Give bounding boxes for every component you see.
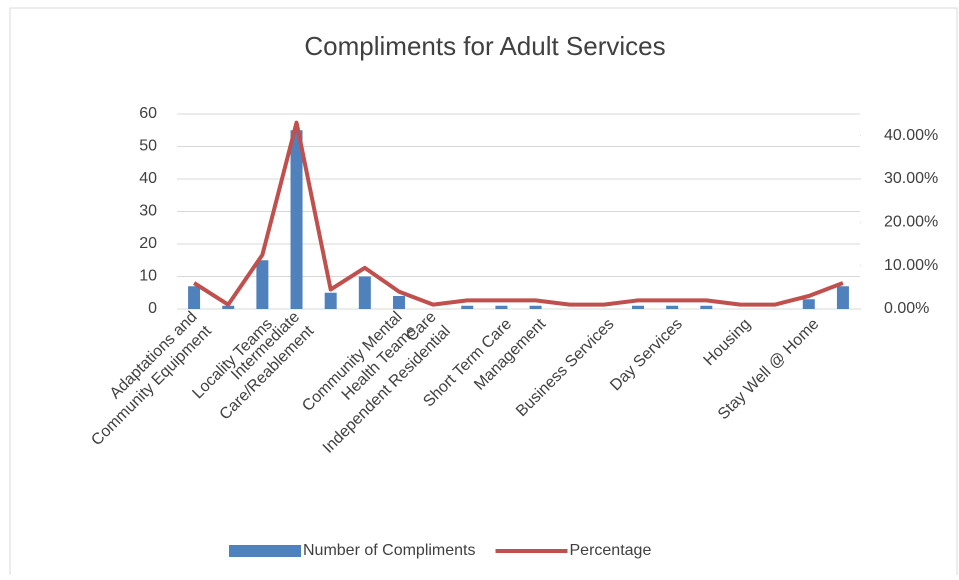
- line: [193, 120, 844, 307]
- bar: [290, 130, 303, 309]
- bar: [222, 305, 235, 309]
- chart-title: Compliments for Adult Services: [304, 31, 665, 61]
- y-tick-label: 10: [139, 268, 157, 285]
- bar: [529, 305, 542, 309]
- y-tick-label: 30: [139, 203, 157, 220]
- bar: [495, 305, 508, 309]
- y-tick-label: 60: [139, 105, 157, 122]
- bar: [188, 286, 201, 309]
- bar: [700, 305, 713, 309]
- bar: [666, 305, 679, 309]
- bar: [836, 286, 849, 309]
- y2-tick-label: 30.00%: [884, 170, 938, 187]
- bar: [358, 276, 371, 309]
- bar: [632, 305, 645, 309]
- y2-tick-label: 40.00%: [884, 127, 938, 144]
- y-tick-label: 50: [139, 138, 157, 155]
- y2-tick-label: 20.00%: [884, 214, 938, 231]
- legend-swatch: [229, 545, 301, 557]
- y-tick-label: 40: [139, 170, 157, 187]
- chart-border: [9, 7, 958, 580]
- legend-label: Percentage: [570, 542, 652, 559]
- bar: [392, 296, 405, 309]
- legend-label: Number of Compliments: [303, 542, 476, 559]
- y-tick-label: 20: [139, 235, 157, 252]
- bar: [256, 260, 269, 309]
- bar: [324, 292, 337, 309]
- bar: [802, 299, 815, 309]
- y2-tick-label: 10.00%: [884, 257, 938, 274]
- y2-tick-label: 0.00%: [884, 300, 929, 317]
- y-tick-label: 0: [148, 300, 157, 317]
- bar: [461, 305, 474, 309]
